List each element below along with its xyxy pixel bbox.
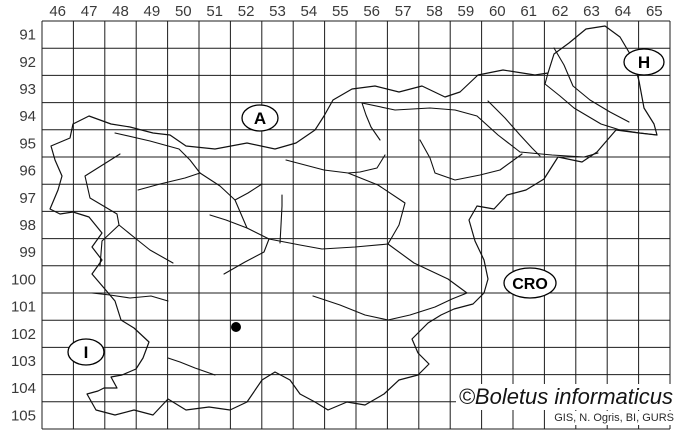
country-labels: A H CRO I	[67, 48, 665, 366]
country-label-text: I	[84, 343, 89, 362]
row-labels: 91 92 93 94 95 96 97 98 99 100 101 102 103 104 105	[11, 27, 36, 425]
row-label: 99	[19, 244, 36, 261]
col-label: 61	[520, 3, 537, 20]
river-pesnica	[487, 100, 541, 157]
river-kamniska-bistrica	[279, 194, 283, 244]
row-label: 104	[11, 380, 36, 397]
row-label: 98	[19, 217, 36, 234]
country-label-i: I	[67, 338, 105, 366]
col-label: 54	[301, 3, 318, 20]
col-label: 50	[175, 3, 192, 20]
river-sava-dolinka	[114, 132, 201, 174]
col-label: 56	[363, 3, 380, 20]
river-soca	[84, 153, 121, 267]
row-label: 91	[19, 27, 36, 44]
col-label: 64	[615, 3, 632, 20]
row-label: 101	[11, 299, 36, 316]
row-label: 100	[11, 271, 36, 288]
column-labels: 46 47 48 49 50 51 52 53 54 55 56 57 58 59 60 61 62 63 64 65	[49, 3, 662, 20]
col-label: 48	[112, 3, 129, 20]
country-label-ellipse	[241, 104, 279, 132]
country-label-text: A	[254, 109, 266, 128]
river-savinja	[285, 159, 406, 245]
river-vipava	[91, 292, 169, 302]
river-kokra	[234, 183, 263, 201]
river-krka	[312, 292, 468, 321]
col-label: 63	[583, 3, 600, 20]
country-label-ellipse	[503, 267, 557, 299]
col-label: 46	[49, 3, 66, 20]
col-label: 53	[269, 3, 286, 20]
col-label: 60	[489, 3, 506, 20]
river-paka	[347, 154, 386, 174]
col-label: 57	[395, 3, 412, 20]
river-sora	[209, 214, 248, 229]
country-border	[49, 25, 658, 416]
river-drava	[361, 102, 599, 158]
col-label: 49	[144, 3, 161, 20]
col-label: 65	[646, 3, 663, 20]
country-label-h: H	[623, 48, 665, 76]
row-label: 95	[19, 135, 36, 152]
river-sava-bohinjka	[137, 172, 201, 191]
row-label: 92	[19, 54, 36, 71]
river-reka	[167, 357, 216, 376]
row-label: 93	[19, 81, 36, 98]
river-dravinja	[419, 139, 523, 181]
col-label: 51	[206, 3, 223, 20]
row-label: 102	[11, 326, 36, 343]
country-label-ellipse	[67, 338, 105, 366]
row-label: 105	[11, 407, 36, 424]
col-label: 52	[238, 3, 255, 20]
record-dot	[231, 322, 241, 332]
country-label-text: H	[638, 53, 650, 72]
river-sava	[199, 172, 485, 294]
row-label: 94	[19, 108, 36, 125]
river-idrijca	[118, 224, 174, 264]
country-label-text: CRO	[512, 276, 548, 293]
row-label: 97	[19, 190, 36, 207]
river-mislinja	[361, 102, 381, 141]
col-label: 58	[426, 3, 443, 20]
col-label: 62	[552, 3, 569, 20]
river-ljubljanica	[223, 238, 270, 275]
col-label: 55	[332, 3, 349, 20]
col-label: 47	[81, 3, 98, 20]
row-label: 96	[19, 163, 36, 180]
country-label-cro: CRO	[503, 267, 557, 299]
row-label: 103	[11, 353, 36, 370]
river-ledava	[553, 47, 630, 123]
col-label: 59	[458, 3, 475, 20]
rivers	[84, 47, 658, 376]
river-mura	[544, 72, 658, 136]
copyright-text: ©Boletus informaticus	[455, 384, 676, 411]
country-label-ellipse	[623, 48, 665, 76]
country-label-a: A	[241, 104, 279, 132]
attribution-text: GIS, N. Ogris, BI, GURS	[551, 411, 677, 425]
